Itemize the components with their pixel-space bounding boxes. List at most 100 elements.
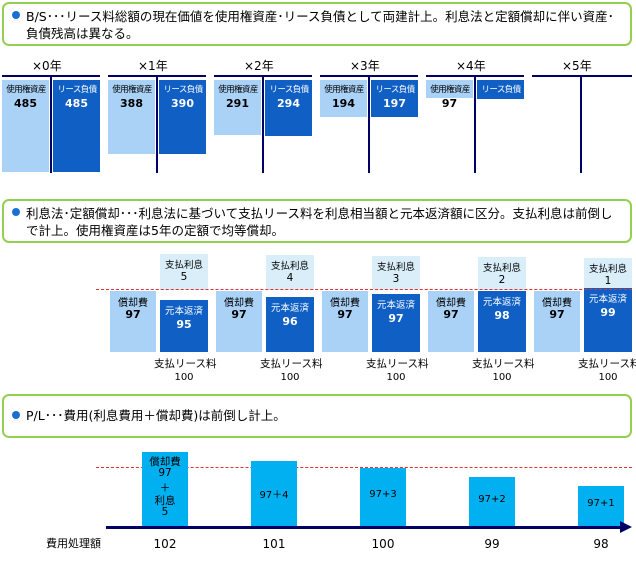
- bs-asset-value: 485: [14, 97, 37, 110]
- bs-divider: [474, 75, 476, 173]
- bullet-icon: [12, 411, 20, 419]
- bs-asset-label: 使用権資産: [112, 85, 152, 95]
- interest-value: 2: [498, 274, 506, 286]
- depreciation-label: 償却費: [542, 298, 572, 309]
- bs-liability-value: 197: [383, 97, 406, 110]
- pl-cost-bar: [142, 452, 188, 526]
- principal-label: 元本返済: [164, 306, 203, 317]
- interest-bar: [478, 257, 526, 290]
- bs-liability-value: 485: [65, 97, 88, 110]
- interest-value: 1: [604, 275, 612, 287]
- bs-liability-label: リース負債: [269, 85, 309, 95]
- interest-dashed-line: [96, 289, 632, 290]
- bs-asset-bar: [108, 80, 155, 154]
- pl-cost-bar: [578, 486, 624, 526]
- principal-bar: [584, 288, 632, 352]
- interest-bar: [160, 254, 208, 290]
- bs-year-label: ×5年: [562, 59, 592, 73]
- depreciation-bar: [428, 291, 474, 352]
- bs-asset-value: 388: [120, 97, 143, 110]
- principal-value: 99: [600, 306, 616, 319]
- bs-divider: [262, 75, 264, 173]
- bs-text: B/S･･･リース料総額の現在価値を使用権資産･リース負債として両建計上。利息法…: [26, 9, 614, 41]
- bs-liability-label: リース負債: [163, 85, 203, 95]
- depreciation-bar: [110, 291, 156, 352]
- pl-bar-inner-label: 97+1: [587, 498, 615, 509]
- pl-axis-label: 費用処理額: [46, 537, 101, 550]
- interest-text: 利息法･定額償却･･･利息法に基づいて支払リース料を利息相当額と元本返済額に区分…: [26, 206, 613, 238]
- pl-first-bar-line: 5: [161, 506, 169, 518]
- depreciation-label: 償却費: [118, 298, 148, 309]
- lease-payment-label: 支払リース料: [366, 358, 429, 370]
- principal-value: 96: [282, 315, 298, 328]
- lease-payment-value: 100: [386, 372, 406, 383]
- pl-total-value: 102: [153, 537, 177, 551]
- pl-first-bar-line: 利息: [154, 495, 176, 507]
- bs-liability-value: 390: [171, 97, 194, 110]
- bs-asset-label: 使用権資産: [324, 85, 364, 95]
- principal-label: 元本返済: [588, 294, 627, 305]
- bs-asset-value: 97: [441, 97, 458, 110]
- depreciation-label: 償却費: [224, 298, 254, 309]
- bs-asset-label: 使用権資産: [6, 85, 46, 95]
- bs-liability-value: 294: [277, 97, 300, 110]
- principal-value: 95: [176, 318, 192, 331]
- principal-bar: [372, 294, 420, 352]
- interest-label: 支払利息: [376, 262, 415, 273]
- lease-payment-label: 支払リース料: [578, 358, 636, 370]
- lease-payment-value: 100: [174, 372, 194, 383]
- interest-callout: 利息法･定額償却･･･利息法に基づいて支払リース料を利息相当額と元本返済額に区分…: [2, 199, 632, 243]
- bs-asset-label: 使用権資産: [218, 85, 258, 95]
- bs-liability-label: リース負債: [481, 85, 521, 95]
- interest-value: 5: [180, 271, 188, 283]
- bs-liability-value: 99: [492, 97, 509, 110]
- lease-payment-label: 支払リース料: [154, 358, 217, 370]
- pl-cost-bar: [469, 477, 515, 526]
- bs-asset-bar: [320, 80, 367, 117]
- pl-first-bar-line: 償却費: [149, 456, 181, 468]
- bullet-icon: [12, 208, 20, 216]
- pl-text: P/L･･･費用(利息費用＋償却費)は前倒し計上。: [26, 408, 286, 423]
- pl-callout: P/L･･･費用(利息費用＋償却費)は前倒し計上。: [2, 394, 632, 438]
- principal-bar: [160, 300, 208, 352]
- lease-payment-label: 支払リース料: [260, 358, 323, 370]
- interest-bar: [266, 255, 314, 290]
- pl-dashed-line: [96, 467, 632, 468]
- interest-label: 支払利息: [588, 264, 627, 275]
- interest-value: 4: [286, 272, 294, 284]
- bs-asset-value: 194: [332, 97, 355, 110]
- bs-year-label: ×2年: [244, 59, 274, 73]
- pl-bar-inner-label: 97+2: [478, 493, 506, 505]
- pl-axis-line: [106, 526, 622, 529]
- depreciation-value: 97: [549, 308, 565, 321]
- pl-total-value: 98: [593, 537, 609, 551]
- bs-divider: [50, 75, 52, 173]
- lease-payment-value: 100: [280, 372, 300, 383]
- bs-liability-bar: [371, 80, 418, 117]
- bs-top-line: [532, 75, 632, 77]
- bs-asset-value: 291: [226, 97, 249, 110]
- bs-year-label: ×1年: [138, 59, 168, 73]
- depreciation-bar: [534, 291, 580, 352]
- pl-total-value: 99: [484, 537, 500, 551]
- bs-liability-bar: [159, 80, 206, 154]
- depreciation-value: 97: [125, 308, 141, 321]
- lease-payment-label: 支払リース料: [472, 358, 535, 370]
- interest-bar: [372, 256, 420, 290]
- bs-asset-bar: [2, 80, 49, 172]
- pl-first-bar-line: 97: [158, 467, 172, 479]
- bs-year-label: ×3年: [350, 59, 380, 73]
- lease-payment-value: 100: [492, 372, 512, 383]
- principal-label: 元本返済: [270, 303, 309, 314]
- principal-bar: [478, 291, 526, 352]
- bs-liability-bar: [477, 80, 524, 99]
- bs-liability-label: リース負債: [57, 85, 97, 95]
- bs-year-label: ×0年: [32, 59, 62, 73]
- pl-axis-arrow-icon: [620, 521, 632, 533]
- depreciation-bar: [216, 291, 262, 352]
- pl-cost-bar: [360, 468, 406, 526]
- bs-divider: [580, 75, 582, 173]
- bullet-icon: [12, 11, 20, 19]
- bs-asset-label: 使用権資産: [430, 85, 470, 95]
- pl-cost-bar: [251, 461, 297, 526]
